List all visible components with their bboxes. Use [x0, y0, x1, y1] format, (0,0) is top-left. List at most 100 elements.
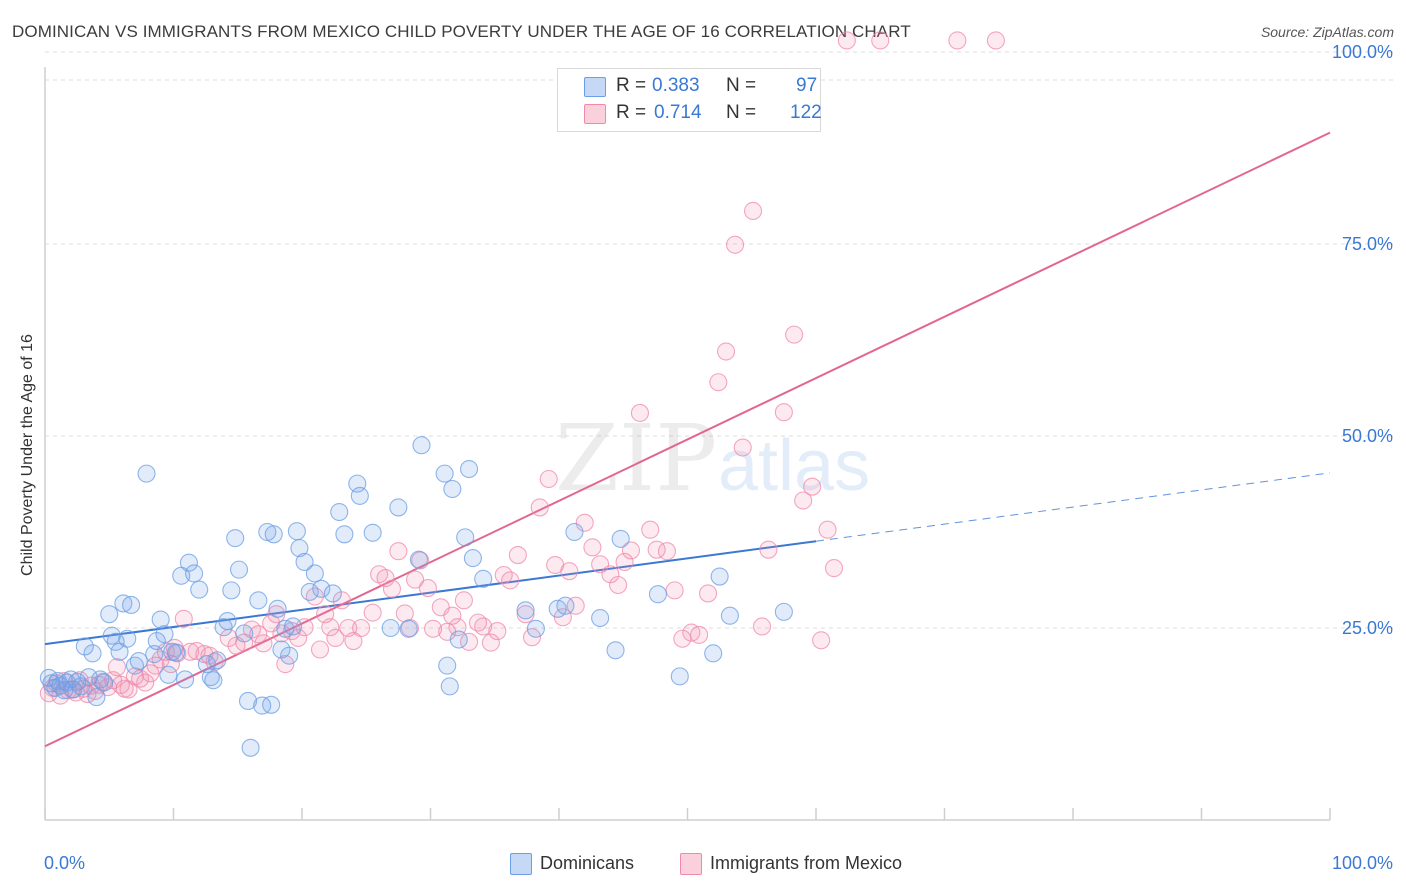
point-mexico [411, 551, 430, 570]
legend-n-value: 97 [796, 75, 818, 96]
legend-n-label: N = [726, 75, 757, 96]
point-dominican [229, 560, 249, 579]
point-mexico [389, 542, 408, 561]
point-mexico [837, 31, 856, 50]
point-dominican [238, 691, 258, 711]
point-dominican [335, 525, 354, 544]
point-mexico [310, 640, 330, 659]
point-mexico [352, 618, 371, 638]
point-mexico [516, 605, 535, 624]
trend-line-dominicans [44, 540, 817, 646]
y-tick-label: 25.0% [1342, 618, 1393, 638]
point-dominican [226, 529, 245, 548]
point-mexico [136, 673, 155, 692]
point-mexico [665, 581, 684, 600]
point-mexico [641, 520, 660, 539]
legend-n-value: 122 [790, 102, 822, 123]
point-mexico [785, 325, 804, 344]
point-mexico [454, 591, 473, 610]
point-dominican [438, 656, 457, 675]
trend-line-dominicans-projection [815, 472, 1331, 542]
point-dominican [710, 567, 729, 586]
point-dominican [720, 606, 739, 625]
point-dominican [129, 651, 148, 671]
point-mexico [986, 31, 1005, 50]
trend-lines [44, 131, 1331, 748]
point-mexico [174, 609, 193, 628]
point-dominican [287, 522, 306, 541]
point-mexico [501, 571, 520, 590]
legend-n-label: N = [726, 102, 757, 123]
point-dominican [87, 688, 106, 707]
point-dominican [208, 651, 227, 670]
legend-swatch-blue [510, 853, 532, 875]
point-mexico [725, 235, 745, 254]
point-mexico [794, 491, 813, 510]
trend-line-mexico [44, 131, 1331, 748]
point-dominican [118, 629, 137, 648]
point-dominican [526, 619, 545, 638]
point-dominican [155, 625, 174, 644]
point-mexico [376, 569, 395, 588]
tick-labels: 25.0% 50.0% 75.0% 100.0% 0.0% 100.0% [44, 42, 1393, 873]
point-dominican [670, 667, 689, 686]
point-dominican [75, 637, 94, 656]
source-label: Source: ZipAtlas.com [1260, 24, 1394, 40]
point-mexico [481, 633, 500, 652]
point-mexico [621, 541, 641, 560]
point-dominican [443, 479, 462, 499]
point-mexico [948, 31, 967, 50]
y-tick-label: 75.0% [1342, 234, 1393, 254]
point-mexico [743, 201, 763, 221]
legend-r-value: 0.714 [654, 102, 702, 123]
point-mexico [818, 520, 837, 539]
point-dominican [300, 582, 319, 601]
point-dominican [179, 553, 198, 572]
point-mexico [716, 342, 736, 361]
point-dominican [305, 564, 324, 583]
point-mexico [107, 658, 127, 677]
point-mexico [289, 628, 308, 648]
point-mexico [254, 634, 273, 653]
point-mexico [530, 498, 549, 517]
point-mexico [508, 545, 527, 565]
point-mexico [276, 655, 295, 674]
point-mexico [657, 542, 676, 561]
point-mexico [699, 584, 718, 603]
point-mexico [400, 618, 419, 638]
point-dominican [262, 695, 281, 714]
point-mexico [812, 631, 831, 650]
x-tick-label: 0.0% [44, 853, 85, 873]
point-mexico [553, 608, 572, 627]
legend-label-mexico: Immigrants from Mexico [710, 853, 903, 873]
point-dominican [268, 599, 287, 618]
point-mexico [583, 538, 602, 557]
point-mexico [752, 617, 772, 636]
point-mexico [733, 438, 752, 457]
point-dominican [264, 525, 283, 544]
point-dominican [106, 632, 125, 651]
point-dominican [201, 668, 220, 687]
point-dominican [449, 630, 468, 649]
point-mexico [566, 596, 585, 615]
point-dominican [241, 738, 260, 757]
legend-swatch-blue [584, 77, 606, 97]
point-dominican [222, 581, 241, 600]
data-points [39, 31, 1005, 757]
point-mexico [424, 619, 443, 638]
point-mexico [363, 603, 382, 622]
point-mexico [321, 618, 340, 637]
gridlines [45, 51, 1395, 629]
point-dominican [412, 436, 431, 455]
point-dominican [280, 646, 299, 665]
point-dominican [122, 595, 141, 615]
point-mexico [560, 562, 579, 581]
point-dominican [71, 677, 91, 696]
point-dominican [151, 610, 170, 629]
point-dominican [389, 498, 408, 517]
point-mexico [759, 540, 778, 559]
point-dominican [774, 602, 793, 621]
point-mexico [332, 591, 351, 610]
x-tick-label: 100.0% [1332, 853, 1393, 873]
